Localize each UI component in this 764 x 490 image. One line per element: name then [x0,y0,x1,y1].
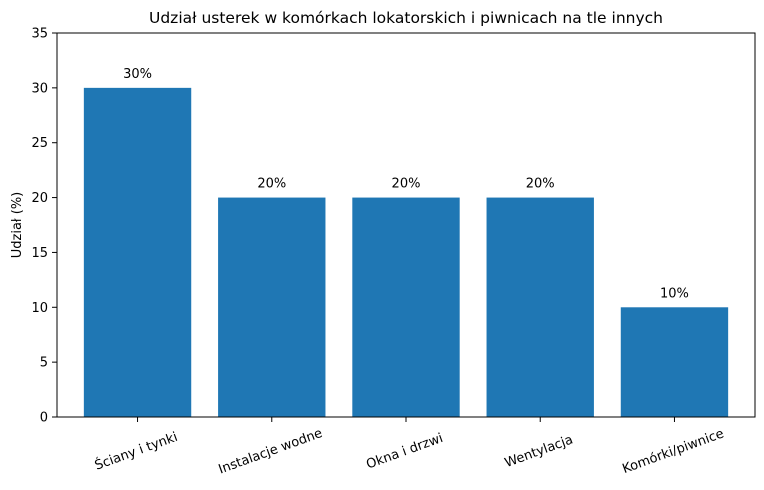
data-label-1: 30% [123,67,152,82]
y-tick-label: 15 [31,246,48,261]
x-tick-label: Ściany i tynki [93,429,180,474]
data-label-2: 20% [257,177,286,192]
y-tick-label: 25 [31,136,48,151]
y-tick-label: 0 [40,411,48,426]
data-label-3: 20% [392,177,421,192]
y-tick-label: 10 [31,301,48,316]
x-tick-label: Instalacje wodne [217,426,325,478]
data-label-4: 20% [526,177,555,192]
bar-1 [83,87,192,418]
bar-3 [352,197,460,417]
x-tick-label: Wentylacja [503,432,575,471]
x-tick-label: Okna i drzwi [364,431,445,473]
x-tick-label: Komórki/piwnice [621,426,727,477]
bar-2 [218,197,326,417]
bar-4 [486,197,594,417]
y-axis-label: Udział (%) [10,192,25,259]
data-label-5: 10% [660,286,689,301]
y-tick-label: 35 [31,27,48,42]
y-tick-label: 20 [31,191,48,206]
chart-title: Udział usterek w komórkach lokatorskich … [149,9,663,27]
bar-5 [620,307,729,417]
y-tick-label: 30 [31,81,48,96]
plot-area: 30% 20% 20% 20% 10% 0 5 10 15 20 25 30 35 Ściany i ty… [31,27,756,478]
y-tick-label: 5 [40,356,48,371]
